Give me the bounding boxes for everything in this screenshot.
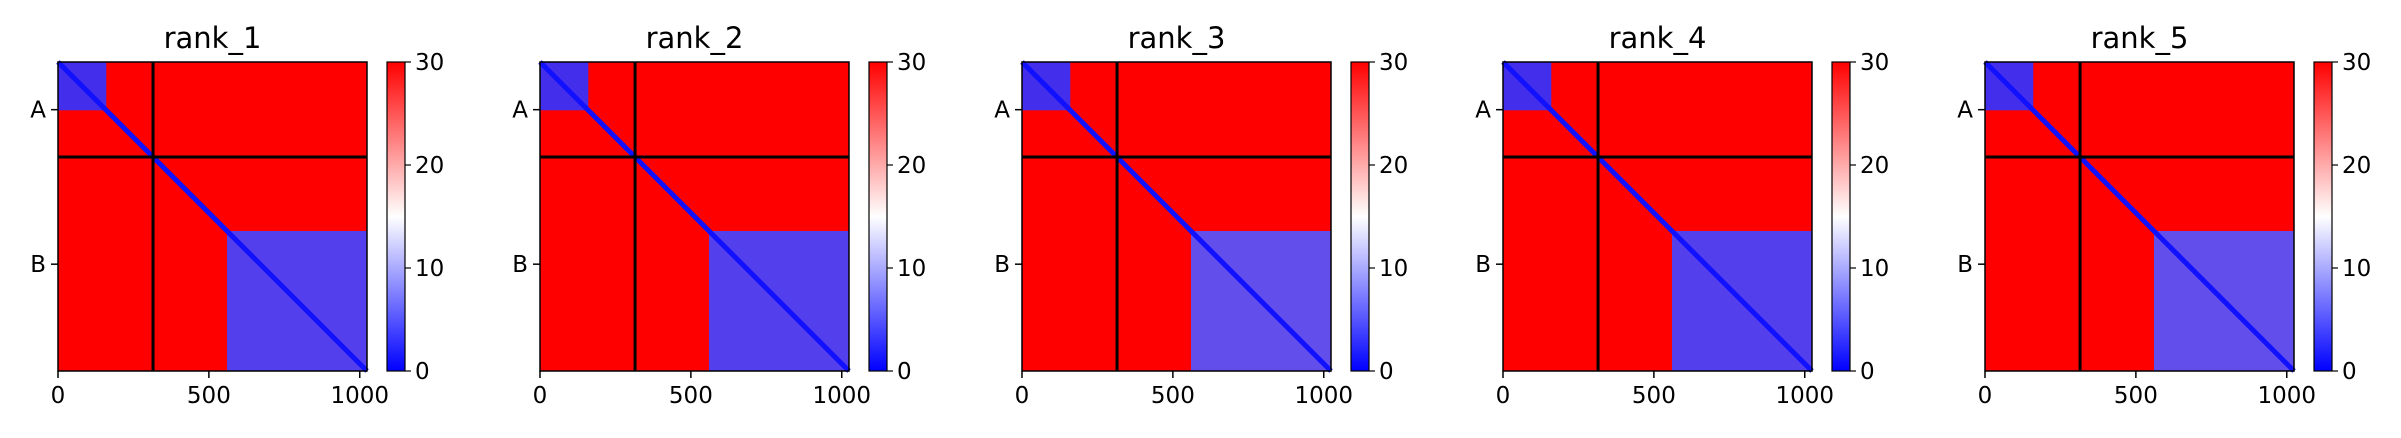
x-tick-label: 500 — [2114, 383, 2158, 409]
colorbar-tick-label: 10 — [1379, 256, 1408, 282]
x-tick-label: 500 — [669, 383, 713, 409]
heatmap-diagonal — [1501, 60, 1814, 373]
colorbar — [868, 61, 888, 372]
y-tick-label: B — [512, 252, 528, 278]
panel-title: rank_1 — [164, 21, 262, 55]
heatmap-panel-5: rank_5 0 500 1000 A B 0 10 20 30 — [1957, 21, 2371, 409]
y-tick-label: A — [1475, 98, 1491, 124]
colorbar-tick-label: 10 — [415, 256, 444, 282]
colorbar-tick-label: 30 — [1379, 50, 1408, 76]
colorbar — [2313, 61, 2333, 372]
y-tick-label: A — [30, 98, 46, 124]
colorbar — [1350, 61, 1370, 372]
x-tick-label: 500 — [1632, 383, 1676, 409]
y-tick-label: B — [1475, 252, 1491, 278]
heatmap-diagonal — [538, 60, 851, 373]
colorbar-tick-label: 10 — [897, 256, 926, 282]
colorbar-tick-label: 0 — [2342, 359, 2357, 385]
heatmap-diagonal — [1020, 60, 1333, 373]
colorbar-tick-label: 20 — [1379, 153, 1408, 179]
colorbar-tick-label: 20 — [1860, 153, 1889, 179]
colorbar-tick-label: 0 — [1860, 359, 1875, 385]
x-tick-label: 0 — [1496, 383, 1511, 409]
heatmap-diagonal — [1983, 60, 2296, 373]
heatmap-panel-2: rank_2 0 500 1000 A B 0 10 20 30 — [512, 21, 926, 409]
x-tick-label: 1000 — [330, 383, 389, 409]
colorbar — [1831, 61, 1851, 372]
panel-title: rank_5 — [2091, 21, 2189, 55]
colorbar-tick-label: 30 — [2342, 50, 2371, 76]
colorbar-tick-label: 20 — [415, 153, 444, 179]
x-tick-label: 1000 — [1294, 383, 1353, 409]
heatmap-panel-1: rank_1 0 500 1000 A B 0 10 20 30 — [30, 21, 444, 409]
heatmap-panel-3: rank_3 0 500 1000 A B 0 10 20 30 — [994, 21, 1408, 409]
heatmap-panel-4: rank_4 0 500 1000 A B 0 10 20 30 — [1475, 21, 1889, 409]
y-tick-label: A — [994, 98, 1010, 124]
colorbar-tick-label: 0 — [897, 359, 912, 385]
heatmap-frame — [539, 61, 850, 372]
colorbar-tick-label: 0 — [1379, 359, 1394, 385]
colorbar-tick-label: 10 — [2342, 256, 2371, 282]
heatmap-frame — [57, 61, 368, 372]
heatmap-frame — [1984, 61, 2295, 372]
colorbar-tick-label: 20 — [897, 153, 926, 179]
y-tick-label: A — [1957, 98, 1973, 124]
heatmap-diagonal — [56, 60, 369, 373]
panel-title: rank_3 — [1128, 21, 1226, 55]
x-tick-label: 1000 — [1775, 383, 1834, 409]
colorbar-tick-label: 0 — [415, 359, 430, 385]
heatmap-frame — [1021, 61, 1332, 372]
heatmap-frame — [1502, 61, 1813, 372]
x-tick-label: 500 — [1151, 383, 1195, 409]
y-tick-label: B — [1957, 252, 1973, 278]
panel-title: rank_2 — [646, 21, 744, 55]
y-tick-label: B — [30, 252, 46, 278]
x-tick-label: 0 — [1015, 383, 1030, 409]
x-tick-label: 1000 — [2257, 383, 2316, 409]
colorbar-tick-label: 30 — [1860, 50, 1889, 76]
colorbar-tick-label: 30 — [415, 50, 444, 76]
colorbar — [386, 61, 406, 372]
y-tick-label: B — [994, 252, 1010, 278]
colorbar-tick-label: 30 — [897, 50, 926, 76]
x-tick-label: 500 — [187, 383, 231, 409]
x-tick-label: 1000 — [812, 383, 871, 409]
colorbar-tick-label: 20 — [2342, 153, 2371, 179]
x-tick-label: 0 — [1978, 383, 1993, 409]
x-tick-label: 0 — [51, 383, 66, 409]
panel-title: rank_4 — [1609, 21, 1707, 55]
colorbar-tick-label: 10 — [1860, 256, 1889, 282]
y-tick-label: A — [512, 98, 528, 124]
x-tick-label: 0 — [533, 383, 548, 409]
